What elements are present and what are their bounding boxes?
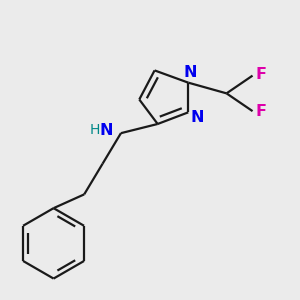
Text: F: F (256, 104, 267, 119)
Text: F: F (256, 68, 267, 82)
Text: N: N (183, 65, 196, 80)
Text: N: N (191, 110, 204, 125)
Text: H: H (89, 123, 100, 137)
Text: N: N (100, 123, 113, 138)
